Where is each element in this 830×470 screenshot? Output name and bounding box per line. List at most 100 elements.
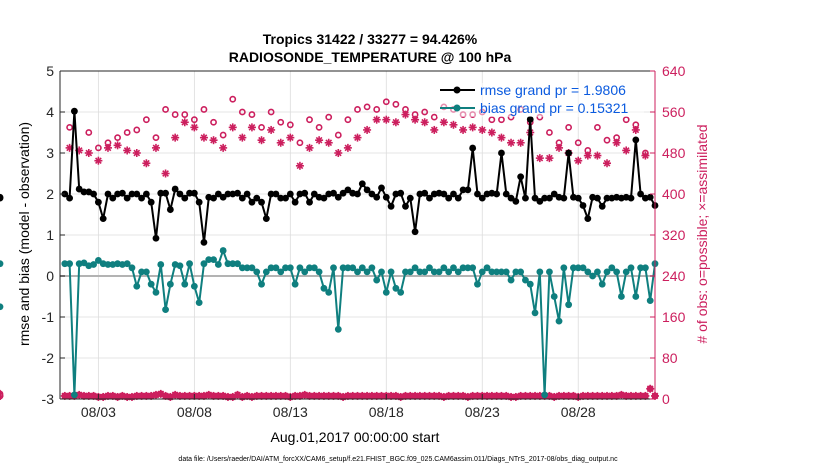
possible-obs-marker (142, 116, 150, 124)
bias-point (94, 257, 102, 264)
bias-point (325, 289, 333, 296)
rmse-point (166, 206, 174, 213)
rmse-point (358, 180, 366, 188)
rmse-point (243, 190, 251, 198)
y-tick-label: 1 (46, 227, 54, 243)
rmse-point (574, 194, 582, 202)
bias-point (301, 268, 309, 276)
rmse-point (546, 194, 553, 202)
bias-point (282, 264, 289, 272)
assimilated-obs-marker (391, 118, 400, 127)
bias-point (435, 268, 443, 276)
bias-point (142, 268, 150, 276)
bias-point (459, 264, 467, 272)
bias-point (454, 268, 462, 276)
bias-point (637, 264, 645, 272)
bias-point (392, 284, 400, 292)
bias-point (238, 264, 246, 272)
y2-tick-label: 0 (662, 391, 670, 407)
rmse-point (646, 193, 654, 201)
possible-obs-marker (219, 131, 227, 139)
rmse-point (363, 186, 371, 194)
possible-obs-marker (0, 392, 4, 400)
y2-tick-label: 160 (662, 309, 686, 325)
rmse-point (147, 198, 155, 206)
rmse-point (637, 190, 645, 198)
bias-point (147, 280, 155, 288)
bias-point (138, 268, 145, 276)
rmse-point (320, 194, 328, 202)
bias-point (440, 264, 448, 272)
bias-point (507, 276, 515, 284)
possible-obs-marker (546, 129, 553, 136)
bias-point (234, 260, 241, 268)
bias-point (358, 264, 366, 272)
rmse-point (517, 173, 525, 181)
rmse-point (128, 190, 136, 198)
assimilated-obs-marker (583, 151, 592, 160)
legend-rmse-marker (453, 86, 461, 94)
x-tick-label: 08/13 (273, 404, 308, 420)
rmse-point (440, 190, 448, 198)
bias-point (195, 299, 203, 307)
bias-point (541, 391, 549, 399)
assimilated-obs-marker (401, 110, 410, 119)
possible-obs-marker (66, 123, 73, 131)
bias-point (66, 260, 73, 268)
assimilated-obs-marker (372, 115, 381, 124)
possible-obs-marker (421, 108, 429, 116)
rmse-point (339, 189, 347, 197)
assimilated-obs-marker (363, 125, 372, 134)
y2-tick-label: 240 (662, 268, 686, 284)
bias-point (320, 284, 328, 292)
bias-point (469, 264, 477, 272)
bias-point (397, 289, 405, 296)
assimilated-obs-marker (516, 138, 525, 147)
rmse-point (238, 194, 246, 202)
bias-point (402, 268, 409, 276)
assimilated-obs-marker (646, 384, 655, 393)
possible-obs-marker (123, 129, 131, 136)
bias-point (584, 268, 592, 276)
bias-point (517, 268, 525, 276)
y-tick-label: 2 (46, 186, 54, 202)
y-tick-label: -1 (42, 309, 55, 325)
assimilated-obs-marker (382, 115, 391, 124)
rmse-point (406, 194, 414, 202)
possible-obs-marker (354, 106, 361, 113)
possible-obs-marker (373, 106, 381, 113)
bias-point (555, 317, 563, 325)
bias-point (613, 268, 621, 276)
assimilated-obs-marker (238, 133, 247, 142)
assimilated-obs-marker (353, 133, 362, 142)
possible-obs-marker (267, 108, 275, 116)
rmse-point (133, 190, 141, 198)
possible-obs-marker (392, 100, 400, 108)
bias-point (622, 268, 630, 276)
bias-point (594, 268, 601, 276)
rmse-point (421, 189, 429, 197)
rmse-point (426, 194, 433, 202)
rmse-point (186, 189, 193, 197)
assimilated-obs-marker (199, 133, 208, 142)
possible-obs-marker (229, 95, 237, 103)
bias-point (531, 309, 539, 317)
possible-obs-marker (296, 139, 304, 147)
rmse-point (478, 194, 486, 202)
assimilated-obs-marker (612, 138, 621, 147)
rmse-point (378, 184, 385, 192)
rmse-point (214, 190, 222, 198)
bias-point (373, 276, 381, 284)
bias-point (306, 264, 313, 272)
bias-point (253, 268, 261, 276)
bias-point (330, 264, 337, 272)
bias-point (579, 264, 587, 272)
possible-obs-marker (277, 118, 285, 126)
possible-obs-marker (152, 134, 160, 142)
bias-point (627, 264, 635, 272)
assimilated-obs-marker (411, 115, 420, 124)
x-tick-label: 08/23 (465, 404, 500, 420)
y-tick-label: 0 (46, 268, 54, 284)
rmse-point (579, 202, 587, 209)
